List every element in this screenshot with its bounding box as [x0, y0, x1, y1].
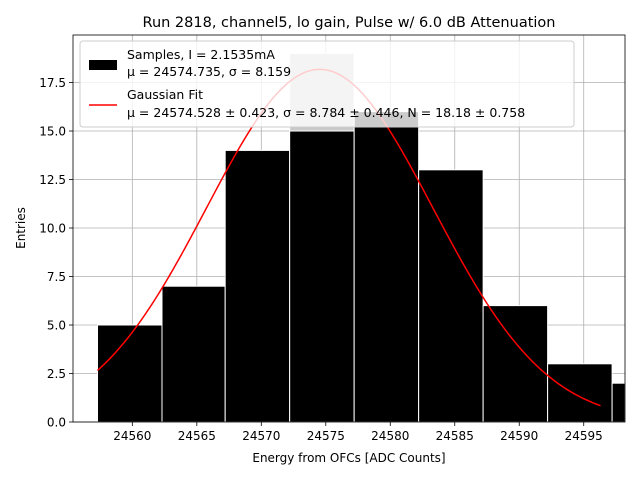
- histogram-bar: [224, 149, 291, 423]
- y-axis-ticks: 0.0 2.5 5.0 7.5 10.0 12.5 15.0 17.5: [39, 76, 73, 430]
- legend-samples-swatch: [89, 60, 117, 70]
- y-tick-label: 15.0: [39, 125, 66, 139]
- legend-samples-line2: μ = 24574.735, σ = 8.159: [127, 64, 291, 79]
- x-tick-label: 24590: [500, 429, 538, 443]
- x-tick-label: 24570: [242, 429, 280, 443]
- y-tick-label: 7.5: [47, 270, 66, 284]
- histogram-bar: [97, 324, 163, 423]
- y-axis-label: Entries: [14, 207, 28, 249]
- legend-fit-line2: μ = 24574.528 ± 0.423, σ = 8.784 ± 0.446…: [127, 105, 525, 120]
- x-axis-ticks: 24560 24565 24570 24575 24580 24585 24590 24595: [113, 422, 603, 443]
- legend-fit-line1: Gaussian Fit: [127, 87, 203, 102]
- legend: Samples, I = 2.1535mA μ = 24574.735, σ =…: [79, 40, 575, 128]
- histogram-bar: [611, 382, 626, 423]
- y-tick-label: 17.5: [39, 76, 66, 90]
- y-tick-label: 5.0: [47, 319, 66, 333]
- histogram-bar: [289, 130, 355, 423]
- histogram-bar: [161, 285, 226, 423]
- x-tick-label: 24565: [178, 429, 216, 443]
- y-tick-label: 12.5: [39, 173, 66, 187]
- plot-frame: [72, 34, 626, 423]
- histogram-bar: [547, 363, 613, 423]
- x-tick-label: 24595: [565, 429, 603, 443]
- x-axis-label: Energy from OFCs [ADC Counts]: [252, 451, 445, 465]
- y-tick-label: 2.5: [47, 367, 66, 381]
- histogram-bar: [353, 111, 420, 423]
- legend-box: [79, 40, 575, 128]
- y-tick-label: 0.0: [47, 416, 66, 430]
- chart-title: Run 2818, channel5, lo gain, Pulse w/ 6.…: [143, 15, 556, 31]
- x-tick-label: 24585: [436, 429, 474, 443]
- y-tick-label: 10.0: [39, 222, 66, 236]
- histogram-bar: [482, 305, 549, 423]
- legend-samples-line1: Samples, I = 2.1535mA: [127, 47, 275, 62]
- x-tick-label: 24575: [307, 429, 345, 443]
- x-tick-label: 24580: [371, 429, 409, 443]
- histogram-bar: [418, 169, 484, 423]
- x-tick-label: 24560: [113, 429, 151, 443]
